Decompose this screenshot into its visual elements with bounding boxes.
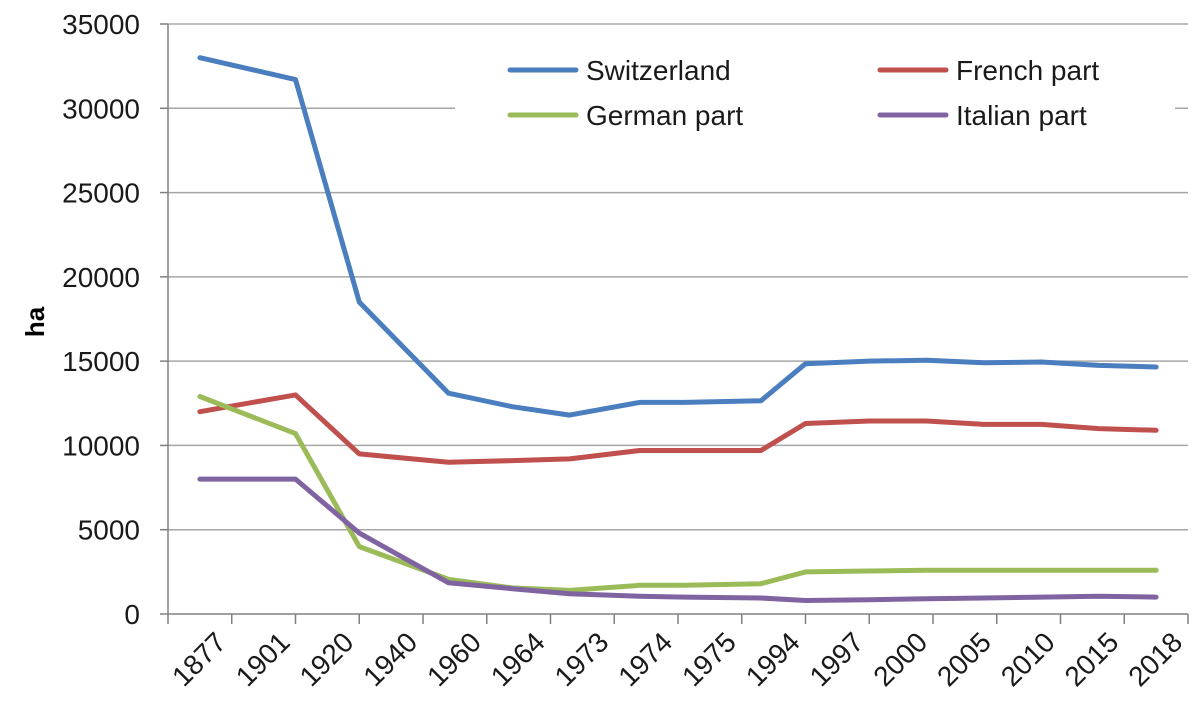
legend: Switzerland French part German part Italian… xyxy=(455,40,1175,140)
legend-label-french-part: French part xyxy=(956,55,1099,86)
x-tick-label: 1994 xyxy=(740,626,806,692)
x-tick-label: 2018 xyxy=(1122,626,1188,692)
x-tick-label: 1940 xyxy=(357,626,423,692)
y-tick-label: 20000 xyxy=(62,262,140,293)
x-tick-label: 1901 xyxy=(230,626,296,692)
legend-background xyxy=(455,40,1175,140)
series-line-italian-part xyxy=(197,476,1159,603)
x-tick-label: 1877 xyxy=(166,626,232,692)
x-tick-label: 2005 xyxy=(931,626,997,692)
y-tick-label: 10000 xyxy=(62,430,140,461)
y-tick-label: 5000 xyxy=(78,515,140,546)
x-tick-label: 1974 xyxy=(612,626,678,692)
series-line-switzerland xyxy=(197,55,1159,418)
x-tick-label: 1975 xyxy=(676,626,742,692)
legend-label-italian-part: Italian part xyxy=(956,100,1087,131)
series-line-french-part xyxy=(197,392,1159,465)
series-line-german-part xyxy=(197,394,1159,593)
legend-label-german-part: German part xyxy=(586,100,743,131)
x-tick-label: 1964 xyxy=(485,626,551,692)
x-tick-label: 1973 xyxy=(549,626,615,692)
series-lines xyxy=(197,55,1159,603)
y-axis-title: ha xyxy=(20,306,50,337)
x-tick-label: 2015 xyxy=(1059,626,1125,692)
x-tick-label: 1960 xyxy=(421,626,487,692)
legend-label-switzerland: Switzerland xyxy=(586,55,731,86)
y-tick-label: 0 xyxy=(124,599,140,630)
y-tick-label: 35000 xyxy=(62,9,140,40)
x-tick-label: 2000 xyxy=(867,626,933,692)
y-tick-label: 25000 xyxy=(62,178,140,209)
x-tick-label: 2010 xyxy=(995,626,1061,692)
x-tick-label: 1997 xyxy=(804,626,870,692)
x-tick-label: 1920 xyxy=(294,626,360,692)
y-tick-label: 15000 xyxy=(62,346,140,377)
y-tick-label: 30000 xyxy=(62,93,140,124)
